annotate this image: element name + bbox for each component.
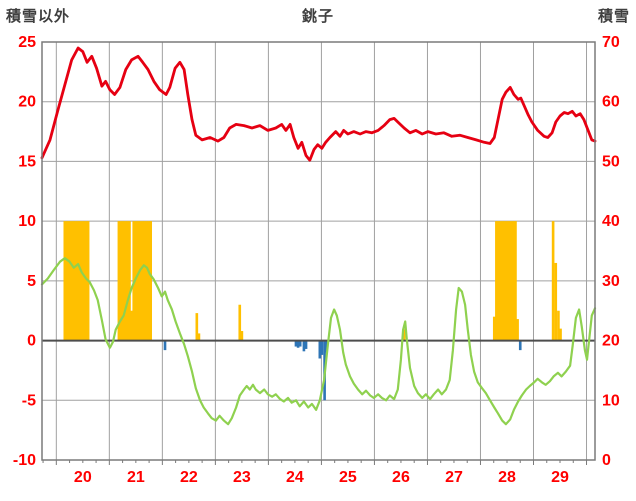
- y-axis-right-ticks-label: 10: [602, 392, 620, 409]
- y-axis-right-ticks-label: 20: [602, 333, 620, 350]
- y-axis-left-ticks: 25 20 15 10 5 0 -5 -10: [13, 34, 36, 469]
- x-axis-ticks-label: 21: [127, 469, 145, 486]
- left-axis-title: 積雪以外: [6, 8, 71, 25]
- x-axis-ticks-label: 22: [180, 469, 198, 486]
- y-axis-left-ticks-label: 10: [18, 213, 36, 230]
- y-axis-left-ticks-label: -5: [22, 392, 36, 409]
- y-axis-left-ticks-label: 5: [27, 273, 36, 290]
- y-axis-left-ticks-label: -10: [13, 452, 36, 469]
- plot-frame: [41, 41, 596, 461]
- green-line: [40, 257, 597, 426]
- x-axis-ticks-label: 26: [392, 469, 410, 486]
- y-axis-right-ticks-label: 30: [602, 273, 620, 290]
- y-axis-left-ticks-label: 25: [18, 34, 36, 51]
- x-axis-ticks-label: 24: [286, 469, 304, 486]
- x-axis-ticks-label: 27: [445, 469, 463, 486]
- x-axis-ticks: 20 21 22 23 24 25 26 27 28 29: [74, 469, 569, 486]
- y-axis-right-ticks-label: 50: [602, 153, 620, 170]
- y-axis-left-ticks-label: 0: [27, 333, 36, 350]
- right-axis-title: 積雪: [597, 8, 630, 25]
- x-minor-ticks: [42, 460, 588, 465]
- orange-bars: [63, 221, 562, 341]
- chart-title: 銚子: [301, 8, 334, 25]
- y-axis-right-ticks-label: 60: [602, 94, 620, 111]
- y-axis-left-ticks-label: 20: [18, 94, 36, 111]
- y-axis-right-ticks-label: 70: [602, 34, 620, 51]
- x-axis-ticks-label: 23: [233, 469, 251, 486]
- red-line: [40, 46, 597, 162]
- x-axis-ticks-label: 28: [498, 469, 516, 486]
- x-axis-ticks-label: 29: [551, 469, 569, 486]
- y-axis-right-ticks-label: 40: [602, 213, 620, 230]
- y-axis-right-ticks: 70 60 50 40 30 20 10 0: [602, 34, 620, 469]
- x-axis-ticks-label: 20: [74, 469, 92, 486]
- y-axis-right-ticks-label: 0: [602, 452, 611, 469]
- x-axis-ticks-label: 25: [339, 469, 357, 486]
- y-axis-left-ticks-label: 15: [18, 153, 36, 170]
